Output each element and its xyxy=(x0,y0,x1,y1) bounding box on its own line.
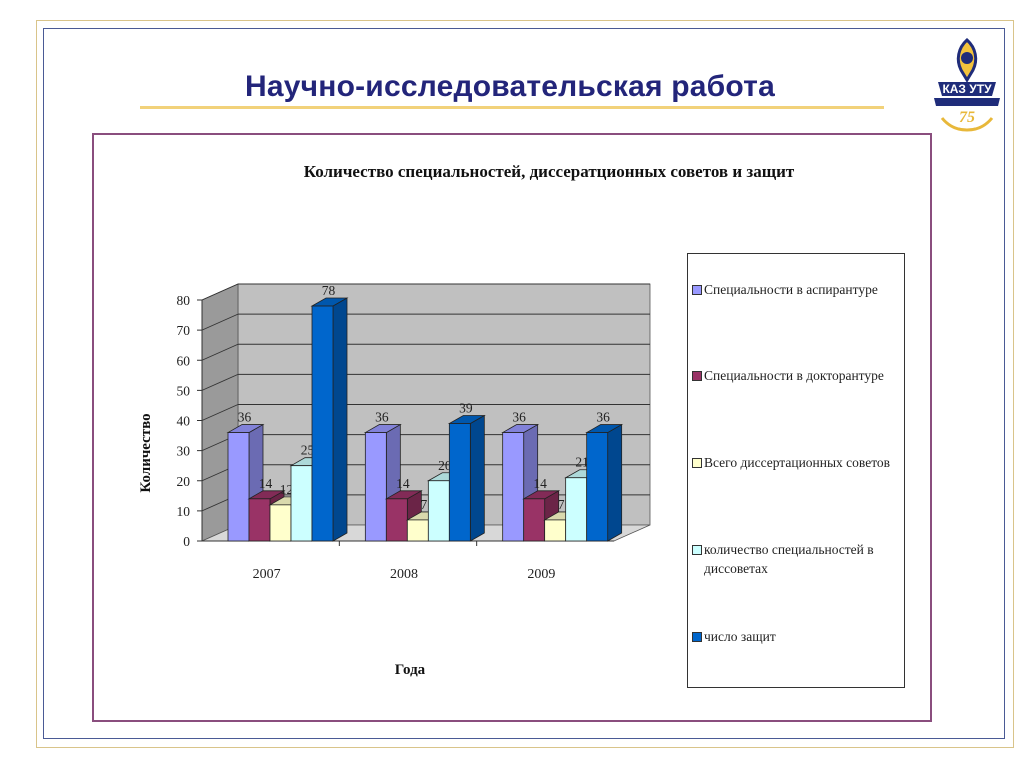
data-label: 36 xyxy=(238,410,252,425)
bar xyxy=(406,519,429,542)
y-tick-label: 70 xyxy=(177,323,191,338)
y-tick-label: 30 xyxy=(177,444,191,459)
y-tick-label: 60 xyxy=(177,353,191,368)
bar-side xyxy=(332,297,348,542)
bar xyxy=(290,465,313,542)
gridline-side xyxy=(201,343,239,361)
data-label: 12 xyxy=(280,482,294,497)
gridline-side xyxy=(201,313,239,331)
slide-outer-border xyxy=(36,20,1014,748)
bar-side xyxy=(469,414,485,542)
bar xyxy=(364,432,387,542)
data-label: 36 xyxy=(512,410,526,425)
data-label: 7 xyxy=(558,497,565,512)
y-tick-label: 20 xyxy=(177,474,191,489)
gridline-side xyxy=(201,373,239,391)
y-axis-label: Количество xyxy=(138,413,154,492)
x-tick-label: 2007 xyxy=(253,567,281,582)
legend-label: количество специальностей в диссоветах xyxy=(704,542,874,576)
bar xyxy=(427,480,450,542)
x-tick-label: 2009 xyxy=(527,567,555,582)
data-label: 20 xyxy=(438,458,452,473)
legend-label: Специальности в аспирантуре xyxy=(704,282,878,297)
bar xyxy=(311,305,334,542)
legend-swatch xyxy=(692,458,702,468)
bar xyxy=(227,432,250,542)
data-label: 14 xyxy=(533,476,547,491)
legend-label: Специальности в докторантуре xyxy=(704,368,884,383)
title-underline xyxy=(140,106,884,109)
y-tick-label: 0 xyxy=(183,534,190,549)
bar xyxy=(544,519,567,542)
chart-title: Количество специальностей, диссератционн… xyxy=(304,162,795,181)
data-label: 78 xyxy=(322,283,336,298)
bar xyxy=(385,498,408,542)
legend-swatch xyxy=(692,545,702,555)
data-label: 39 xyxy=(459,401,473,416)
y-tick-label: 10 xyxy=(177,504,191,519)
legend-label: Всего диссертационных советов xyxy=(704,455,891,470)
data-label: 21 xyxy=(575,455,589,470)
bar xyxy=(502,432,525,542)
data-label: 14 xyxy=(259,476,273,491)
logo-number: 75 xyxy=(959,109,975,126)
legend-swatch xyxy=(692,371,702,381)
bar xyxy=(586,432,609,542)
x-axis-label: Года xyxy=(395,662,426,678)
gridline-side xyxy=(201,283,239,301)
bar xyxy=(269,504,292,542)
data-label: 7 xyxy=(420,497,427,512)
university-logo: КАЗ УТУ 75 xyxy=(934,37,1000,132)
bar-side xyxy=(607,423,623,542)
bar xyxy=(248,498,271,542)
bar xyxy=(523,498,546,542)
legend-swatch xyxy=(692,285,702,295)
y-tick-label: 40 xyxy=(177,414,191,429)
logo-text: КАЗ УТУ xyxy=(942,82,992,96)
legend-label: число защит xyxy=(704,629,776,644)
legend-swatch xyxy=(692,632,702,642)
data-label: 36 xyxy=(375,410,389,425)
bar xyxy=(448,423,471,542)
y-tick-label: 50 xyxy=(177,383,191,398)
slide-inner-border xyxy=(43,28,1005,739)
chart-legend: Специальности в аспирантуре Специальности… xyxy=(687,253,905,688)
bar-chart: Количество специальностей, диссератционн… xyxy=(138,162,795,678)
data-label: 14 xyxy=(396,476,410,491)
y-tick-label: 80 xyxy=(177,293,191,308)
data-label: 36 xyxy=(596,410,610,425)
data-label: 25 xyxy=(301,443,315,458)
x-tick-label: 2008 xyxy=(390,567,418,582)
bar xyxy=(565,477,588,542)
gridline-side xyxy=(201,404,239,421)
page-title: Научно-исследовательская работа xyxy=(245,70,775,103)
